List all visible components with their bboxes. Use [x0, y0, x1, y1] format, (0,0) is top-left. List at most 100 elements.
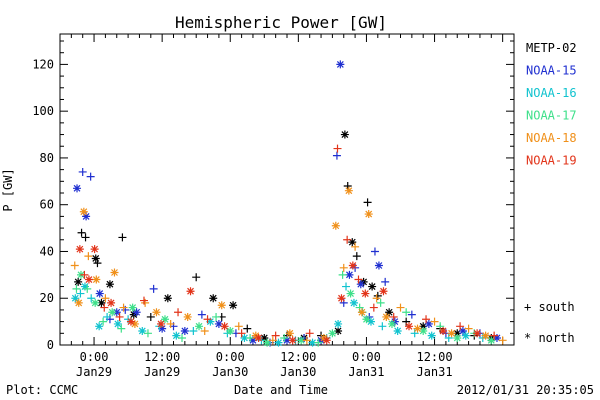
data-point-noaa-15-south	[332, 151, 341, 160]
data-point-noaa-18-north	[357, 308, 366, 317]
data-point-noaa-16-north	[206, 317, 215, 326]
x-tick-time-label: 12:00	[280, 350, 316, 364]
data-point-noaa-18-north	[344, 186, 353, 195]
data-point-noaa-17-south	[83, 284, 92, 293]
y-tick-label: 0	[47, 338, 54, 352]
data-point-noaa-16-north	[366, 317, 375, 326]
data-point-metp-02-south	[77, 228, 86, 237]
y-tick-label: 80	[40, 151, 54, 165]
data-point-noaa-15-south	[407, 310, 416, 319]
data-point-noaa-18-south	[372, 294, 381, 303]
data-point-noaa-19-south	[237, 329, 246, 338]
data-point-metp-02-north	[97, 298, 106, 307]
data-point-noaa-18-south	[101, 294, 110, 303]
data-point-noaa-19-north	[439, 326, 448, 335]
plot-frame	[59, 33, 515, 346]
data-point-noaa-19-south	[456, 322, 465, 331]
data-point-metp-02-north	[334, 326, 343, 335]
data-point-noaa-15-north	[336, 60, 345, 69]
data-point-noaa-17-north	[108, 308, 117, 317]
data-point-noaa-18-south	[498, 336, 507, 345]
data-point-noaa-19-north	[220, 322, 229, 331]
data-point-noaa-18-south	[464, 324, 473, 333]
data-point-noaa-17-south	[117, 324, 126, 333]
axis-ticks	[59, 34, 515, 346]
data-point-noaa-18-north	[382, 312, 391, 321]
data-point-noaa-18-south	[234, 322, 243, 331]
data-point-noaa-19-south	[271, 331, 280, 340]
data-point-noaa-18-north	[74, 298, 83, 307]
data-point-noaa-15-south	[370, 247, 379, 256]
x-tick-date-label: Jan30	[212, 365, 248, 379]
data-point-metp-02-north	[229, 301, 238, 310]
data-point-noaa-15-north	[95, 289, 104, 298]
x-tick-date-label: Jan31	[348, 365, 384, 379]
data-point-noaa-15-north	[82, 212, 91, 221]
x-tick-time-label: 12:00	[416, 350, 452, 364]
data-point-noaa-17-south	[376, 298, 385, 307]
data-point-metp-02-south	[146, 312, 155, 321]
data-point-noaa-18-south	[70, 261, 79, 270]
data-point-metp-02-north	[163, 294, 172, 303]
data-point-noaa-19-south	[115, 312, 124, 321]
data-point-noaa-15-north	[73, 184, 82, 193]
x-tick-date-label: Jan31	[416, 365, 452, 379]
data-point-noaa-18-north	[413, 324, 422, 333]
data-point-noaa-16-north	[138, 326, 147, 335]
data-point-noaa-19-south	[80, 270, 89, 279]
data-point-noaa-19-north	[254, 333, 263, 342]
data-point-noaa-19-south	[100, 303, 109, 312]
data-point-metp-02-south	[343, 181, 352, 190]
data-point-noaa-15-north	[356, 280, 365, 289]
data-point-noaa-17-south	[314, 338, 323, 347]
data-point-noaa-17-north	[346, 289, 355, 298]
data-point-noaa-18-north	[447, 329, 456, 338]
data-point-noaa-19-north	[322, 336, 331, 345]
data-point-noaa-16-south	[76, 289, 85, 298]
data-point-noaa-15-north	[283, 336, 291, 345]
data-point-noaa-19-south	[343, 235, 352, 244]
data-point-noaa-16-south	[87, 294, 96, 303]
data-point-metp-02-north	[209, 294, 218, 303]
data-point-noaa-17-south	[99, 317, 108, 326]
y-tick-label: 100	[32, 104, 54, 118]
data-point-metp-02-south	[352, 252, 361, 261]
data-point-noaa-19-south	[139, 296, 148, 305]
data-point-noaa-18-north	[152, 308, 161, 317]
data-point-noaa-17-north	[453, 333, 462, 342]
data-point-metp-02-north	[260, 333, 269, 342]
data-point-metp-02-south	[93, 259, 102, 268]
data-point-noaa-19-north	[126, 317, 135, 326]
data-point-noaa-18-south	[430, 317, 439, 326]
data-point-noaa-15-north	[345, 270, 354, 279]
data-point-noaa-15-north	[492, 333, 501, 342]
data-point-noaa-17-north	[226, 326, 235, 335]
data-point-noaa-18-north	[183, 312, 192, 321]
data-point-noaa-15-south	[381, 277, 390, 286]
data-point-metp-02-north	[368, 282, 377, 291]
data-point-metp-02-south	[81, 233, 90, 242]
data-point-noaa-18-north	[79, 207, 88, 216]
data-point-noaa-19-north	[405, 322, 414, 331]
data-point-noaa-15-north	[424, 319, 433, 328]
data-point-noaa-18-north	[285, 329, 294, 338]
data-point-noaa-15-north	[112, 308, 121, 317]
x-tick-date-label: Jan30	[280, 365, 316, 379]
data-point-noaa-19-south	[333, 144, 342, 153]
data-point-metp-02-south	[243, 324, 252, 333]
data-point-noaa-19-south	[305, 329, 314, 338]
data-point-noaa-15-south	[197, 310, 206, 319]
data-point-noaa-15-south	[78, 167, 87, 176]
footer-source: Plot: CCMC	[6, 383, 78, 397]
x-tick-time-label: 0:00	[216, 350, 245, 364]
data-point-noaa-18-north	[331, 221, 340, 230]
data-point-noaa-17-south	[212, 312, 221, 321]
data-point-noaa-18-south	[84, 252, 93, 261]
data-point-noaa-15-north	[132, 308, 141, 317]
data-point-noaa-19-south	[490, 331, 499, 340]
data-point-noaa-15-north	[374, 261, 383, 270]
data-point-noaa-17-north	[91, 298, 100, 307]
data-point-noaa-17-south	[143, 329, 152, 338]
data-points	[70, 60, 507, 347]
